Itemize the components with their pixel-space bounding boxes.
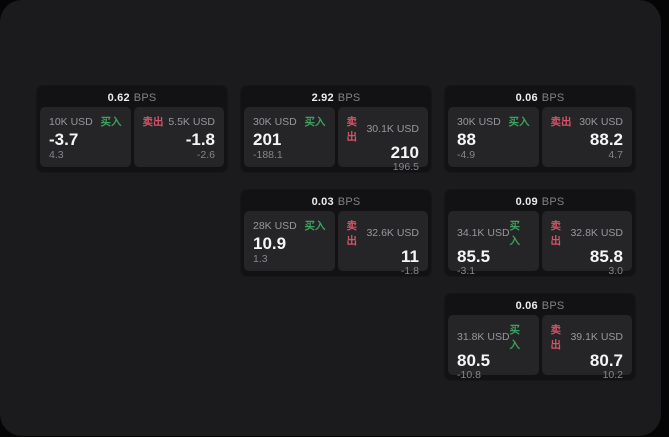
spread-unit: BPS [133,92,157,104]
sell-size: 32.8K USD [570,227,623,239]
sell-change: 3.0 [608,265,623,277]
quote-card: 2.92 BPS 30K USD 买入 201 -188.1 卖出 30.1K … [240,85,432,173]
sell-label[interactable]: 卖出 [346,220,358,247]
buy-size: 10K USD [49,115,93,128]
sell-panel[interactable]: 卖出 30K USD 88.2 4.7 [541,107,632,167]
quote-card: 0.09 BPS 34.1K USD 买入 85.5 -3.1 卖出 32.8K… [444,189,636,277]
sell-price: 88.2 [589,129,623,149]
sell-change: 4.7 [608,149,623,161]
sell-size: 5.5K USD [168,115,215,128]
sell-panel[interactable]: 卖出 30.1K USD 210 196.5 [337,107,428,173]
sell-change: -2.6 [196,149,215,161]
quote-card: 0.62 BPS 10K USD 买入 -3.7 4.3 卖出 5.5K USD… [36,85,228,173]
spread-header: 0.62 BPS [40,89,224,107]
buy-panel[interactable]: 31.8K USD 买入 80.5 -10.8 [448,315,539,381]
sell-label[interactable]: 卖出 [550,220,562,247]
buy-panel[interactable]: 34.1K USD 买入 85.5 -3.1 [448,211,539,277]
sell-panel[interactable]: 卖出 39.1K USD 80.7 10.2 [541,315,632,381]
sell-price: -1.8 [185,129,215,149]
buy-change: -188.1 [253,149,283,161]
sell-size: 39.1K USD [570,331,623,343]
spread-unit: BPS [541,196,565,208]
quote-card: 0.06 BPS 31.8K USD 买入 80.5 -10.8 卖出 39.1… [444,293,636,381]
sell-label[interactable]: 卖出 [550,116,572,128]
buy-size: 34.1K USD [457,227,510,239]
spread-unit: BPS [337,196,361,208]
buy-size: 30K USD [253,115,297,128]
sell-change: 196.5 [392,161,419,173]
quote-card: 0.03 BPS 28K USD 买入 10.9 1.3 卖出 32.6K US… [240,189,432,277]
buy-panel[interactable]: 30K USD 买入 201 -188.1 [244,107,335,167]
buy-panel[interactable]: 10K USD 买入 -3.7 4.3 [40,107,131,167]
spread-value: 0.03 [311,196,334,208]
spread-value: 0.62 [107,92,130,104]
spread-unit: BPS [337,92,361,104]
spread-unit: BPS [541,300,565,312]
buy-price: 88 [457,129,476,149]
buy-size: 31.8K USD [457,331,510,343]
buy-change: -4.9 [457,149,476,161]
spread-value: 0.06 [515,300,538,312]
spread-header: 0.06 BPS [448,297,632,315]
buy-label[interactable]: 买入 [304,220,326,232]
spread-value: 0.06 [515,92,538,104]
spread-value: 0.09 [515,196,538,208]
buy-price: 10.9 [253,233,287,253]
buy-label[interactable]: 买入 [304,116,326,128]
sell-panel[interactable]: 卖出 32.8K USD 85.8 3.0 [541,211,632,277]
spread-value: 2.92 [311,92,334,104]
sell-size: 30.1K USD [366,123,419,135]
sell-price: 85.8 [589,247,623,266]
buy-label[interactable]: 买入 [509,220,521,247]
buy-change: -3.1 [457,265,476,277]
buy-label[interactable]: 买入 [100,116,122,128]
buy-change: -10.8 [457,369,481,381]
buy-price: 80.5 [457,351,491,370]
sell-change: -1.8 [400,265,419,277]
spread-header: 2.92 BPS [244,89,428,107]
sell-label[interactable]: 卖出 [142,116,164,128]
sell-price: 80.7 [589,351,623,370]
spread-unit: BPS [541,92,565,104]
buy-size: 28K USD [253,219,297,232]
buy-label[interactable]: 买入 [509,324,521,351]
buy-size: 30K USD [457,115,501,128]
sell-panel[interactable]: 卖出 32.6K USD 11 -1.8 [337,211,428,277]
buy-panel[interactable]: 28K USD 买入 10.9 1.3 [244,211,335,271]
sell-size: 32.6K USD [366,227,419,239]
sell-panel[interactable]: 卖出 5.5K USD -1.8 -2.6 [133,107,224,167]
buy-label[interactable]: 买入 [508,116,530,128]
sell-label[interactable]: 卖出 [346,116,358,143]
buy-change: 1.3 [253,253,268,265]
buy-panel[interactable]: 30K USD 买入 88 -4.9 [448,107,539,167]
sell-label[interactable]: 卖出 [550,324,562,351]
buy-change: 4.3 [49,149,64,161]
quote-card: 0.06 BPS 30K USD 买入 88 -4.9 卖出 30K USD 8… [444,85,636,173]
sell-change: 10.2 [602,369,623,381]
sell-price: 11 [401,247,419,266]
spread-header: 0.09 BPS [448,193,632,211]
sell-price: 210 [390,143,419,162]
buy-price: 85.5 [457,247,491,266]
buy-price: 201 [253,129,282,149]
spread-header: 0.03 BPS [244,193,428,211]
buy-price: -3.7 [49,129,79,149]
spread-header: 0.06 BPS [448,89,632,107]
sell-size: 30K USD [579,115,623,128]
